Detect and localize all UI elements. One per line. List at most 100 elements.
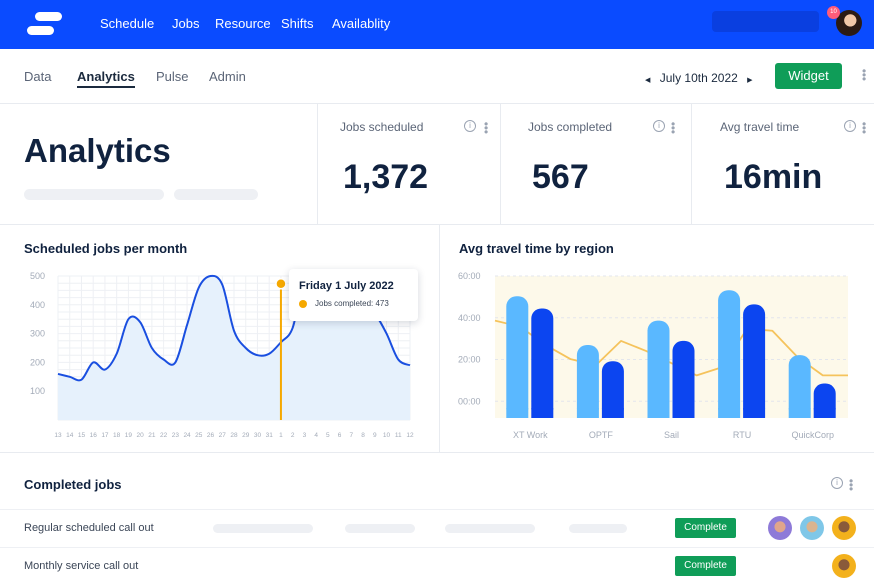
x-tick-label: 27	[219, 432, 227, 439]
placeholder-bar	[445, 524, 535, 533]
top-navigation-bar: Schedule Jobs Resource Shifts Availablit…	[0, 0, 874, 49]
assignee-avatar[interactable]	[832, 554, 856, 578]
x-tick-label: 21	[148, 432, 156, 439]
tooltip-date: Friday 1 July 2022	[299, 280, 394, 292]
stat-value: 1,372	[343, 158, 428, 197]
tab-analytics[interactable]: Analytics	[77, 69, 135, 88]
bar	[648, 321, 670, 418]
x-tick-label: 13	[54, 432, 62, 439]
next-date-icon[interactable]: ▶	[747, 77, 752, 84]
x-tick-label: 2	[291, 432, 295, 439]
card-menu-icon[interactable]: •••	[671, 122, 675, 134]
y-tick-label: 300	[30, 329, 45, 339]
app-logo[interactable]	[27, 12, 63, 38]
nav-jobs[interactable]: Jobs	[172, 16, 199, 31]
x-tick-label: 22	[160, 432, 168, 439]
search-input[interactable]	[712, 11, 819, 32]
date-navigator: ◀ July 10th 2022 ▶	[645, 71, 753, 85]
logo-bar-top	[35, 12, 62, 21]
x-tick-label: Sail	[664, 430, 679, 440]
bar-base	[602, 408, 624, 418]
nav-schedule[interactable]: Schedule	[100, 16, 154, 31]
tab-admin[interactable]: Admin	[209, 69, 246, 84]
x-tick-label: 18	[113, 432, 121, 439]
notification-badge[interactable]: 10	[827, 6, 840, 19]
x-tick-label: 20	[137, 432, 145, 439]
info-icon[interactable]: i	[653, 120, 665, 132]
x-tick-label: 19	[125, 432, 133, 439]
x-tick-label: 10	[383, 432, 391, 439]
section-menu-icon[interactable]: •••	[849, 479, 853, 491]
user-avatar[interactable]	[836, 10, 862, 36]
bar-base	[648, 408, 670, 418]
tab-pulse[interactable]: Pulse	[156, 69, 189, 84]
job-name: Monthly service call out	[24, 560, 138, 572]
more-options-icon[interactable]: •••	[862, 69, 866, 81]
placeholder-bar	[345, 524, 415, 533]
assignee-avatar[interactable]	[800, 516, 824, 540]
bar	[743, 304, 765, 418]
status-badge: Complete	[675, 556, 736, 576]
sub-navigation: Data Analytics Pulse Admin ◀ July 10th 2…	[0, 49, 874, 104]
table-row[interactable]: Regular scheduled call out Complete	[0, 509, 874, 547]
x-tick-label: 3	[303, 432, 307, 439]
x-tick-label: 9	[373, 432, 377, 439]
chart-tooltip: Friday 1 July 2022 Jobs completed: 473	[289, 269, 418, 321]
stat-label: Jobs scheduled	[340, 120, 423, 134]
bar	[577, 345, 599, 418]
bar	[506, 296, 528, 418]
nav-shifts[interactable]: Shifts	[281, 16, 314, 31]
stats-row: Analytics Jobs scheduled i ••• 1,372 Job…	[0, 104, 874, 225]
logo-bar-bottom	[27, 26, 54, 35]
widget-button[interactable]: Widget	[775, 63, 842, 89]
card-menu-icon[interactable]: •••	[484, 122, 488, 134]
current-date[interactable]: July 10th 2022	[660, 71, 738, 85]
card-menu-icon[interactable]: •••	[862, 122, 866, 134]
x-tick-label: QuickCorp	[791, 430, 834, 440]
stat-label: Avg travel time	[720, 120, 799, 134]
placeholder-bar	[213, 524, 313, 533]
page-title: Analytics	[24, 132, 171, 170]
placeholder-bar	[174, 189, 258, 200]
bar-base	[506, 408, 528, 418]
bar-base	[743, 408, 765, 418]
x-tick-label: 30	[254, 432, 262, 439]
y-tick-label: 00:00	[458, 396, 481, 406]
assignee-avatar[interactable]	[832, 516, 856, 540]
x-tick-label: 24	[183, 432, 191, 439]
placeholder-bar	[24, 189, 164, 200]
y-tick-label: 200	[30, 357, 45, 367]
x-tick-label: 15	[78, 432, 86, 439]
section-title: Completed jobs	[24, 477, 122, 492]
status-badge: Complete	[675, 518, 736, 538]
info-icon[interactable]: i	[831, 477, 843, 489]
info-icon[interactable]: i	[844, 120, 856, 132]
info-icon[interactable]: i	[464, 120, 476, 132]
highlight-point	[276, 279, 286, 289]
tooltip-text: Jobs completed: 473	[315, 299, 389, 308]
table-row[interactable]: Monthly service call out Complete	[0, 547, 874, 585]
x-tick-label: 5	[326, 432, 330, 439]
x-tick-label: 28	[230, 432, 238, 439]
x-tick-label: 31	[266, 432, 274, 439]
nav-resource[interactable]: Resource	[215, 16, 271, 31]
x-tick-label: 12	[406, 432, 414, 439]
bar-base	[789, 408, 811, 418]
x-tick-label: XT Work	[513, 430, 548, 440]
x-tick-label: 11	[395, 432, 402, 439]
completed-jobs-section: Completed jobs i ••• Regular scheduled c…	[0, 452, 874, 567]
tooltip-marker-icon	[299, 300, 307, 308]
nav-availability[interactable]: Availablity	[332, 16, 390, 31]
bar-base	[718, 408, 740, 418]
assignee-avatar[interactable]	[768, 516, 792, 540]
bar-base	[577, 408, 599, 418]
x-tick-label: 25	[195, 432, 203, 439]
tab-data[interactable]: Data	[24, 69, 51, 84]
placeholder-bar	[569, 524, 627, 533]
x-tick-label: 16	[90, 432, 98, 439]
x-tick-label: 7	[350, 432, 354, 439]
prev-date-icon[interactable]: ◀	[645, 77, 650, 84]
